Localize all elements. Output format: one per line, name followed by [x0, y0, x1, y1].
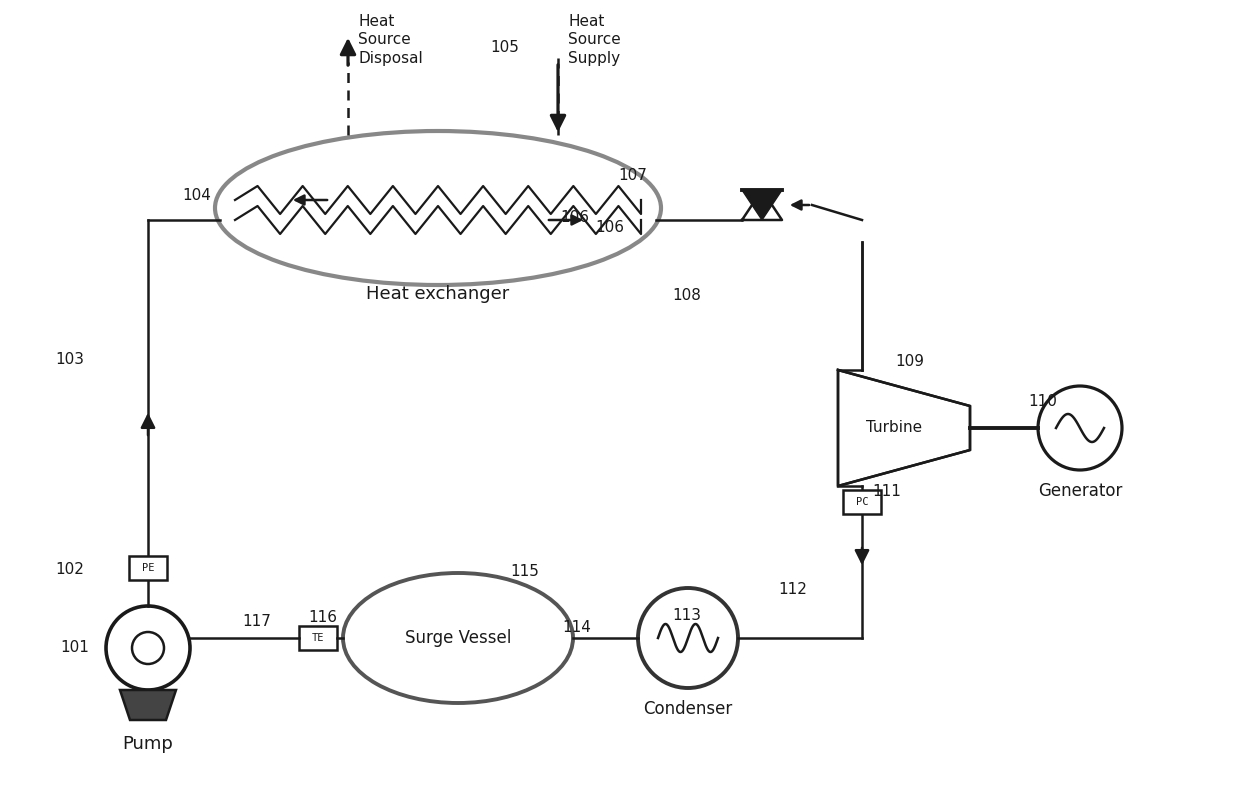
Text: Turbine: Turbine: [866, 420, 923, 436]
Text: 110: 110: [1028, 395, 1056, 409]
Text: 102: 102: [55, 562, 84, 578]
Text: Heat exchanger: Heat exchanger: [366, 285, 510, 303]
Text: 104: 104: [182, 187, 211, 203]
Polygon shape: [838, 370, 970, 486]
FancyBboxPatch shape: [129, 556, 167, 580]
Text: Condenser: Condenser: [644, 700, 733, 718]
Text: Heat
Source
Supply: Heat Source Supply: [568, 14, 621, 66]
Text: 109: 109: [895, 354, 924, 370]
FancyBboxPatch shape: [299, 626, 337, 650]
Polygon shape: [120, 690, 176, 720]
Text: 106: 106: [595, 220, 624, 236]
Text: PC: PC: [856, 497, 868, 507]
Text: 103: 103: [55, 353, 84, 367]
Text: 107: 107: [618, 168, 647, 182]
Text: 116: 116: [308, 609, 337, 625]
Polygon shape: [742, 190, 782, 220]
Text: 117: 117: [242, 613, 270, 629]
Text: Heat
Source
Disposal: Heat Source Disposal: [358, 14, 423, 66]
Text: 105: 105: [490, 40, 518, 56]
FancyBboxPatch shape: [843, 490, 880, 514]
Text: 101: 101: [60, 641, 89, 655]
Text: PE: PE: [141, 563, 154, 573]
Text: 106: 106: [560, 211, 589, 225]
Text: 113: 113: [672, 608, 701, 624]
Text: 111: 111: [872, 484, 901, 500]
Text: Surge Vessel: Surge Vessel: [404, 629, 511, 647]
Text: 108: 108: [672, 287, 701, 303]
Text: Generator: Generator: [1038, 482, 1122, 500]
Text: 115: 115: [510, 565, 539, 579]
Text: 114: 114: [562, 621, 591, 635]
Text: Pump: Pump: [123, 735, 174, 753]
Text: TE: TE: [311, 633, 324, 643]
Text: 112: 112: [777, 583, 807, 597]
